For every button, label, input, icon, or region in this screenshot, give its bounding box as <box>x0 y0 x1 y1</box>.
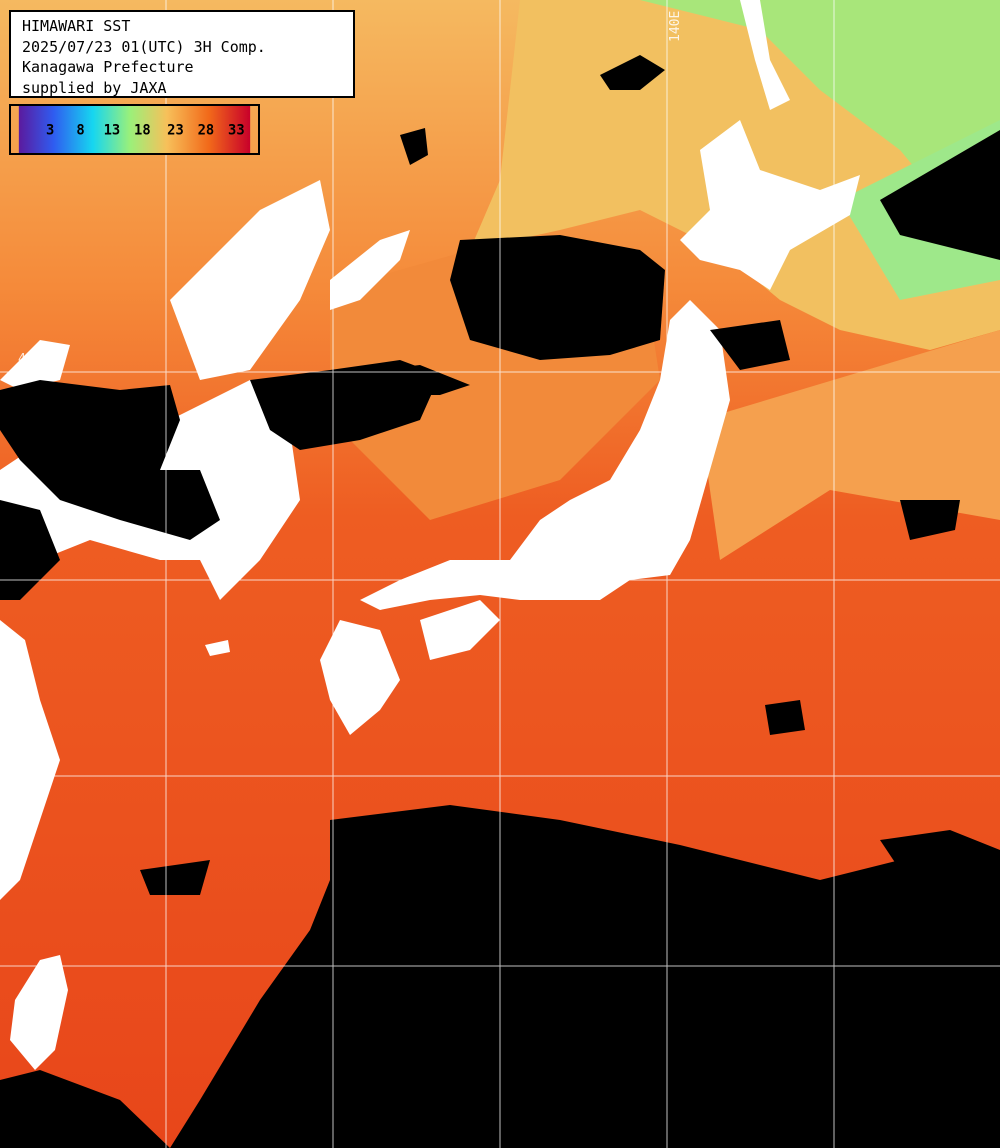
land-sakhalin <box>740 0 790 110</box>
colorbar-tick-label: 3 <box>46 123 54 139</box>
colorbar-tick-label: 13 <box>104 123 121 139</box>
land-shikoku <box>420 600 500 660</box>
title-line-credit: supplied by JAXA <box>22 78 167 97</box>
land-kyushu <box>320 620 400 735</box>
land-shandong <box>0 340 70 390</box>
title-line-datetime: 2025/07/23 01(UTC) 3H Comp. <box>22 37 266 56</box>
land-hokkaido <box>680 120 860 290</box>
lat-grid-label: 40N <box>18 352 42 367</box>
land-russia-coast <box>330 230 410 310</box>
title-line-region: Kanagawa Prefecture <box>22 58 194 76</box>
land-manchuria <box>170 180 330 380</box>
colorbar-tick-label: 33 <box>228 123 245 139</box>
title-line-product: HIMAWARI SST <box>22 17 131 35</box>
colorbar-tick-label: 23 <box>167 123 184 139</box>
title-box: HIMAWARI SST 2025/07/23 01(UTC) 3H Comp.… <box>9 10 355 98</box>
land-jeju <box>205 640 230 656</box>
land-honshu <box>360 300 730 610</box>
colorbar-tick-label: 18 <box>134 123 151 139</box>
land-taiwan <box>10 955 68 1070</box>
clouds <box>0 55 1000 1148</box>
lon-grid-label: 140E <box>668 10 683 42</box>
colorbar-tick-label: 8 <box>76 123 84 139</box>
colorbar-ticks: 3 8 13 18 23 28 33 <box>46 123 245 139</box>
colorbar-tick-label: 28 <box>198 123 215 139</box>
cold-water-okhotsk <box>640 0 1000 240</box>
land-china-coast <box>0 620 60 900</box>
sst-colorbar: 3 8 13 18 23 28 33 <box>9 104 260 155</box>
